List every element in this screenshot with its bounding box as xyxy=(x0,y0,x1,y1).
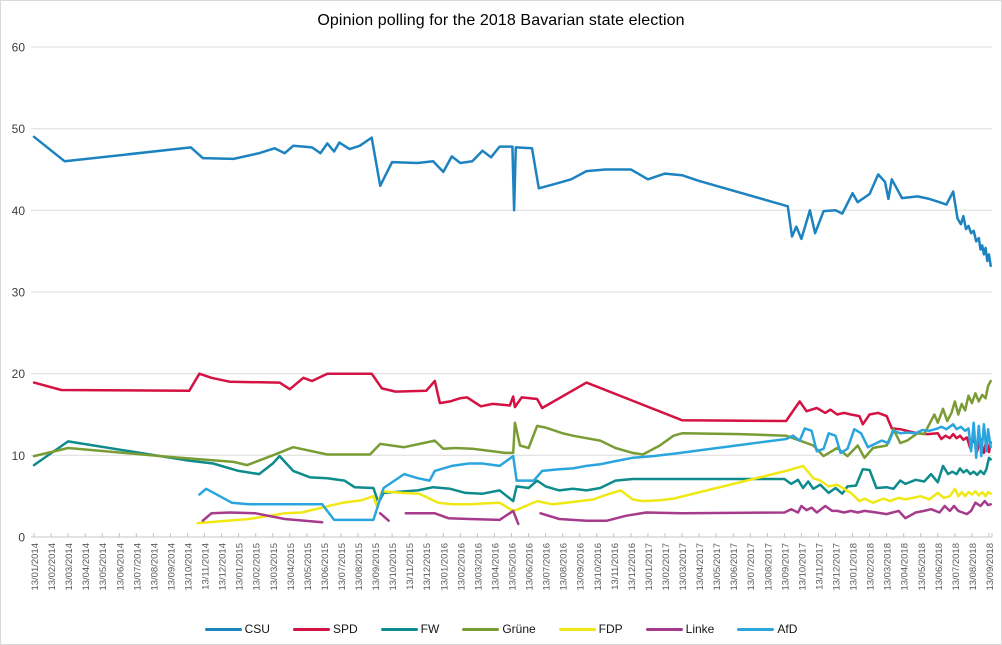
series-line-fdp xyxy=(196,464,992,525)
legend-item-spd: SPD xyxy=(292,622,358,636)
x-axis-tick-label: 13/01/2015 xyxy=(235,543,246,591)
x-axis-tick-label: 13/03/2014 xyxy=(64,543,75,591)
x-axis-tick-label: 13/11/2014 xyxy=(201,543,212,590)
legend-item-fw: FW xyxy=(380,622,440,636)
chart-title: Opinion polling for the 2018 Bavarian st… xyxy=(317,12,685,29)
legend-label-afd: AfD xyxy=(777,622,798,636)
y-axis-tick-label: 60 xyxy=(12,41,26,55)
x-axis-tick-label: 13/04/2015 xyxy=(286,543,297,591)
y-axis-tick-label: 10 xyxy=(12,449,26,463)
series-line-spd xyxy=(32,372,992,455)
x-axis-tick-label: 13/01/2018 xyxy=(849,543,860,591)
legend-item-afd: AfD xyxy=(737,622,797,636)
series-line-linke xyxy=(378,512,390,522)
series-line-fw xyxy=(32,440,992,504)
x-axis-tick-label: 13/02/2018 xyxy=(866,543,877,591)
legend-item-gruene: Grüne xyxy=(462,622,536,636)
y-axis-tick-label: 0 xyxy=(18,531,25,545)
y-axis-tick-label: 20 xyxy=(12,367,26,381)
x-axis-tick-label: 13/01/2017 xyxy=(644,543,655,591)
legend-label-spd: SPD xyxy=(332,622,358,636)
x-axis-tick-label: 13/11/2016 xyxy=(610,543,621,590)
x-axis-tick-label: 13/06/2016 xyxy=(525,543,536,591)
x-axis-tick-label: 13/10/2017 xyxy=(797,543,808,591)
x-axis-tick-label: 13/09/2016 xyxy=(576,543,587,591)
x-axis-tick-label: 13/04/2014 xyxy=(81,543,92,591)
x-axis-tick-label: 13/05/2016 xyxy=(508,543,519,591)
x-axis-tick-label: 13/03/2018 xyxy=(883,543,894,591)
legend-label-linke: Linke xyxy=(685,622,715,636)
x-axis-tick-label: 13/03/2016 xyxy=(473,543,484,591)
x-axis-tick-label: 13/06/2018 xyxy=(934,543,945,591)
legend-line-swatch-csu xyxy=(204,627,242,631)
series-line-linke xyxy=(201,511,324,524)
x-axis-tick-label: 13/03/2017 xyxy=(678,543,689,591)
legend-label-fw: FW xyxy=(420,622,440,636)
x-axis-tick-label: 13/02/2016 xyxy=(456,543,467,591)
x-axis-tick-label: 13/01/2016 xyxy=(439,543,450,591)
x-axis-tick-label: 13/02/2015 xyxy=(252,543,263,591)
x-axis-tick-label: 13/12/2017 xyxy=(832,543,843,591)
x-axis-tick-label: 13/06/2015 xyxy=(320,543,331,591)
x-axis-tick-label: 13/10/2015 xyxy=(388,543,399,591)
x-axis-tick-label: 13/06/2014 xyxy=(115,543,126,591)
legend-label-fdp: FDP xyxy=(598,622,623,636)
x-axis-tick-label: 13/09/2017 xyxy=(780,543,791,591)
legend-item-linke: Linke xyxy=(645,622,715,636)
x-axis-tick-label: 13/07/2015 xyxy=(337,543,348,591)
series-line-gruene xyxy=(32,379,992,467)
x-axis-tick-label: 13/07/2016 xyxy=(542,543,553,591)
series-line-linke xyxy=(539,499,992,522)
x-axis-tick-label: 13/09/2018 xyxy=(985,543,996,591)
legend-line-swatch-fdp xyxy=(558,627,596,631)
x-axis-tick-label: 13/10/2014 xyxy=(184,543,195,591)
x-axis-tick-label: 13/10/2016 xyxy=(593,543,604,591)
x-axis-tick-label: 13/07/2014 xyxy=(132,543,143,591)
x-axis-tick-label: 13/03/2015 xyxy=(269,543,280,591)
x-axis-tick-label: 13/01/2014 xyxy=(30,543,41,591)
chart-legend: CSU SPD FW Grüne FDP Linke AfD xyxy=(1,617,1001,641)
legend-item-csu: CSU xyxy=(204,622,270,636)
x-axis-tick-label: 13/08/2014 xyxy=(149,543,160,591)
x-axis-tick-label: 13/12/2016 xyxy=(627,543,638,591)
x-axis-tick-label: 13/12/2015 xyxy=(422,543,433,591)
x-axis-tick-label: 13/04/2017 xyxy=(695,543,706,591)
y-axis-tick-label: 50 xyxy=(12,122,26,136)
legend-line-swatch-afd xyxy=(737,627,775,631)
legend-label-gruene: Grüne xyxy=(502,622,536,636)
x-axis-tick-label: 13/09/2014 xyxy=(166,543,177,591)
x-axis-tick-label: 13/12/2014 xyxy=(218,543,229,591)
x-axis-tick-label: 13/09/2015 xyxy=(371,543,382,591)
x-axis-tick-label: 13/05/2014 xyxy=(98,543,109,591)
series-line-linke xyxy=(404,509,520,526)
x-axis-tick-label: 13/04/2018 xyxy=(900,543,911,591)
legend-line-swatch-gruene xyxy=(462,627,500,631)
x-axis-tick-label: 13/08/2016 xyxy=(559,543,570,591)
x-axis-tick-label: 13/11/2015 xyxy=(405,543,416,590)
x-axis-tick-label: 13/07/2017 xyxy=(746,543,757,591)
y-axis-tick-label: 30 xyxy=(12,286,26,300)
x-axis-tick-label: 13/08/2015 xyxy=(354,543,365,591)
x-axis-tick-label: 13/06/2017 xyxy=(729,543,740,591)
x-axis-tick-label: 13/08/2018 xyxy=(968,543,979,591)
x-axis-tick-label: 13/04/2016 xyxy=(490,543,501,591)
legend-line-swatch-spd xyxy=(292,627,330,631)
x-axis-tick-label: 13/05/2017 xyxy=(712,543,723,591)
legend-line-swatch-fw xyxy=(380,627,418,631)
series-line-csu xyxy=(32,135,992,268)
x-axis-tick-label: 13/02/2017 xyxy=(661,543,672,591)
y-axis-tick-label: 40 xyxy=(12,204,26,218)
x-axis-tick-label: 13/02/2014 xyxy=(47,543,58,591)
legend-label-csu: CSU xyxy=(244,622,270,636)
x-axis-tick-label: 13/05/2018 xyxy=(917,543,928,591)
legend-item-fdp: FDP xyxy=(558,622,623,636)
x-axis-tick-label: 13/08/2017 xyxy=(763,543,774,591)
x-axis-tick-label: 13/07/2018 xyxy=(951,543,962,591)
legend-line-swatch-linke xyxy=(645,627,683,631)
x-axis-tick-label: 13/11/2017 xyxy=(815,543,826,590)
x-axis-tick-label: 13/05/2015 xyxy=(303,543,314,591)
series-line-afd xyxy=(198,421,992,522)
